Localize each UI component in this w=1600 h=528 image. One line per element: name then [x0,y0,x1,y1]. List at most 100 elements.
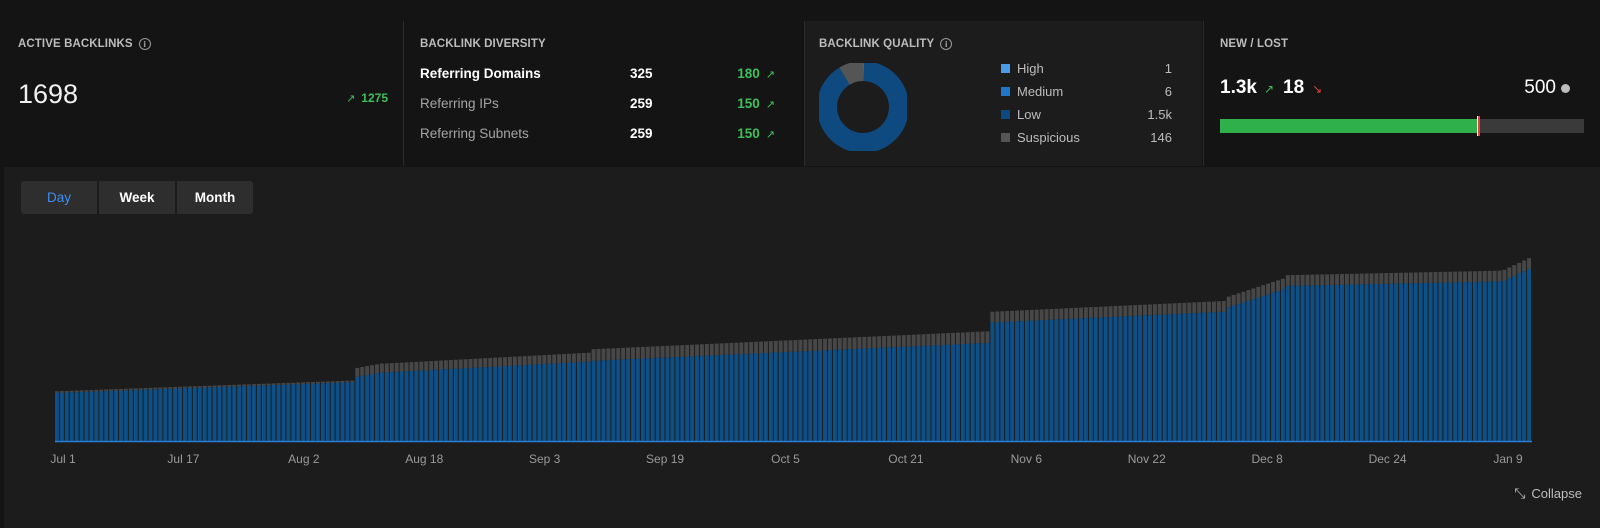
bar-low[interactable] [478,367,483,441]
bar-low[interactable] [1202,312,1207,441]
bar-suspicious[interactable] [916,334,921,347]
bar-low[interactable] [266,385,271,441]
bar-suspicious[interactable] [1379,273,1384,284]
bar-low[interactable] [1226,307,1231,441]
bar-suspicious[interactable] [1157,303,1162,315]
bar-suspicious[interactable] [1507,267,1512,279]
bar-suspicious[interactable] [158,387,163,390]
bar-low[interactable] [635,358,640,441]
bar-suspicious[interactable] [133,388,138,390]
bar-suspicious[interactable] [1325,274,1330,286]
bar-low[interactable] [1335,284,1339,441]
bar-low[interactable] [1069,318,1074,441]
bar-suspicious[interactable] [975,331,980,344]
bar-suspicious[interactable] [788,340,793,352]
bar-suspicious[interactable] [655,346,660,358]
bar-low[interactable] [1384,283,1389,441]
bar-low[interactable] [921,345,926,441]
bar-low[interactable] [685,356,690,441]
bar-suspicious[interactable] [985,331,990,343]
bar-suspicious[interactable] [281,383,286,385]
bar-suspicious[interactable] [1015,310,1019,322]
bar-low[interactable] [591,360,596,441]
bar-suspicious[interactable] [1384,273,1389,284]
bar-suspicious[interactable] [724,343,729,355]
bar-low[interactable] [877,347,882,441]
bar-suspicious[interactable] [921,334,926,346]
bar-suspicious[interactable] [207,385,212,388]
bar-low[interactable] [153,389,158,441]
bar-suspicious[interactable] [581,352,586,362]
bar-suspicious[interactable] [685,344,690,357]
bar-low[interactable] [906,346,911,441]
bar-low[interactable] [94,391,99,441]
bar-low[interactable] [119,390,123,441]
bar-low[interactable] [389,372,394,441]
bar-low[interactable] [168,388,173,441]
bar-low[interactable] [1512,275,1517,441]
bar-suspicious[interactable] [1024,310,1029,321]
bar-low[interactable] [975,343,980,441]
bar-low[interactable] [335,382,340,441]
bar-low[interactable] [759,353,763,441]
bar-suspicious[interactable] [434,360,439,370]
bar-suspicious[interactable] [1369,273,1374,285]
bar-low[interactable] [946,344,951,441]
bar-low[interactable] [714,355,719,441]
bar-suspicious[interactable] [443,360,448,370]
bar-low[interactable] [754,353,759,441]
bar-suspicious[interactable] [793,340,798,352]
bar-low[interactable] [114,390,119,441]
bar-low[interactable] [1162,314,1167,441]
bar-low[interactable] [197,387,202,441]
bar-suspicious[interactable] [291,382,296,385]
bar-low[interactable] [1517,273,1522,441]
bar-suspicious[interactable] [1083,307,1088,319]
bar-suspicious[interactable] [330,381,335,383]
bar-suspicious[interactable] [266,383,271,386]
bar-suspicious[interactable] [1463,271,1467,283]
bar-suspicious[interactable] [1399,272,1403,284]
bar-low[interactable] [488,366,493,441]
bar-suspicious[interactable] [783,340,788,353]
bar-suspicious[interactable] [763,341,768,353]
bar-suspicious[interactable] [1088,307,1093,318]
bar-suspicious[interactable] [138,388,143,390]
bar-low[interactable] [1108,316,1113,441]
bar-suspicious[interactable] [1044,309,1049,320]
bar-suspicious[interactable] [951,332,955,345]
bar-low[interactable] [1211,312,1216,441]
bar-suspicious[interactable] [345,380,350,383]
bar-low[interactable] [749,353,754,441]
bar-suspicious[interactable] [911,334,916,347]
bar-low[interactable] [301,383,306,441]
bar-suspicious[interactable] [355,367,360,377]
bar-suspicious[interactable] [1512,265,1517,276]
bar-low[interactable] [763,352,768,441]
bar-low[interactable] [256,385,261,441]
bar-suspicious[interactable] [547,354,552,364]
bar-suspicious[interactable] [1423,272,1428,283]
bar-suspicious[interactable] [729,342,734,355]
bar-suspicious[interactable] [862,336,867,349]
bar-low[interactable] [74,392,79,441]
bar-low[interactable] [1123,316,1128,441]
bar-suspicious[interactable] [1502,269,1507,281]
bar-suspicious[interactable] [503,357,507,367]
bar-suspicious[interactable] [1211,301,1216,313]
bar-suspicious[interactable] [1005,311,1010,322]
bar-low[interactable] [773,352,778,441]
bar-low[interactable] [1079,318,1083,441]
bar-suspicious[interactable] [261,383,266,386]
bar-suspicious[interactable] [1497,270,1502,282]
bar-suspicious[interactable] [754,341,759,354]
bar-low[interactable] [778,352,783,441]
bar-suspicious[interactable] [64,390,69,393]
bar-suspicious[interactable] [1049,308,1054,320]
bar-low[interactable] [901,346,906,441]
bar-low[interactable] [542,363,547,441]
bar-low[interactable] [793,351,798,441]
bar-low[interactable] [911,346,916,441]
bar-low[interactable] [473,367,478,441]
bar-low[interactable] [601,360,606,441]
